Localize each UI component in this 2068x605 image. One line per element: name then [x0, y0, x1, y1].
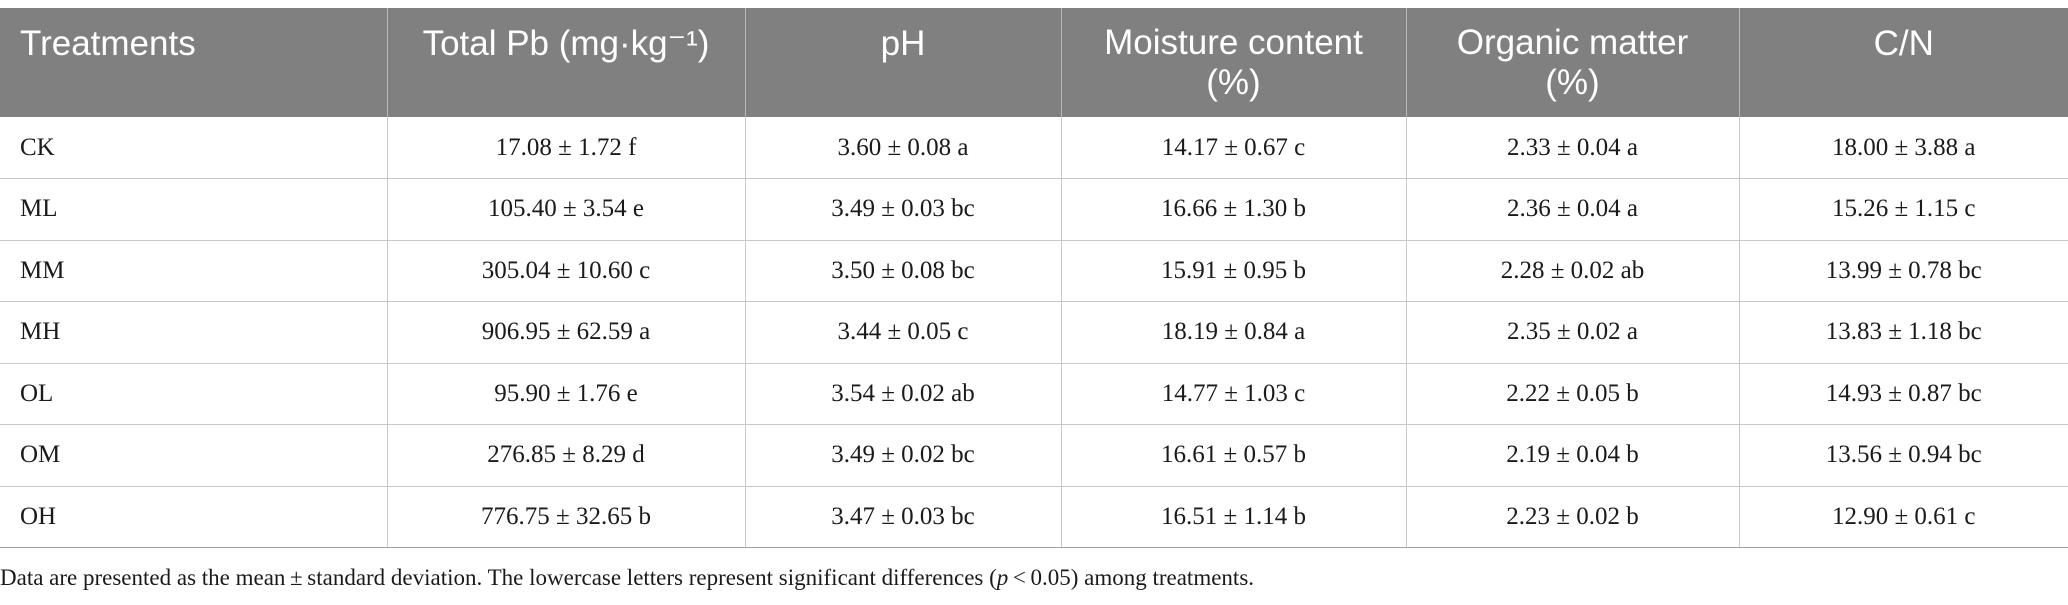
cell-moisture: 16.61 ± 0.57 b	[1060, 424, 1406, 487]
cell-moisture: 14.77 ± 1.03 c	[1060, 363, 1406, 425]
cell-moisture: 14.17 ± 0.67 c	[1060, 117, 1406, 179]
header-total-pb: Total Pb (mg·kg⁻¹)	[386, 8, 745, 117]
cell-organic: 2.33 ± 0.04 a	[1405, 117, 1739, 179]
cell-total-pb: 305.04 ± 10.60 c	[386, 240, 745, 302]
cell-cn: 15.26 ± 1.15 c	[1738, 178, 2068, 241]
cell-treatment: MM	[0, 240, 387, 302]
data-table: Treatments Total Pb (mg·kg⁻¹) pH Moistur…	[0, 8, 2068, 548]
cell-treatment: ML	[0, 178, 387, 241]
cell-treatment: OM	[0, 424, 387, 487]
cell-total-pb: 17.08 ± 1.72 f	[386, 117, 745, 179]
cell-organic: 2.22 ± 0.05 b	[1405, 363, 1739, 425]
table-row: CK 17.08 ± 1.72 f 3.60 ± 0.08 a 14.17 ± …	[0, 117, 2068, 179]
header-organic-line-2: (%)	[1545, 62, 1600, 102]
table-row: ML 105.40 ± 3.54 e 3.49 ± 0.03 bc 16.66 …	[0, 178, 2068, 241]
cell-cn: 13.99 ± 0.78 bc	[1738, 240, 2068, 302]
cell-treatment: OH	[0, 486, 387, 548]
table-footnote: Data are presented as the mean ± standar…	[0, 565, 1254, 591]
cell-total-pb: 906.95 ± 62.59 a	[386, 301, 745, 364]
cell-organic: 2.35 ± 0.02 a	[1405, 301, 1739, 364]
table-row: MM 305.04 ± 10.60 c 3.50 ± 0.08 bc 15.91…	[0, 240, 2068, 302]
table-row: MH 906.95 ± 62.59 a 3.44 ± 0.05 c 18.19 …	[0, 301, 2068, 364]
header-moisture-line-1: Moisture content	[1104, 22, 1363, 62]
header-moisture-line-2: (%)	[1206, 62, 1261, 102]
header-organic-line-1: Organic matter	[1456, 22, 1689, 62]
cell-organic: 2.36 ± 0.04 a	[1405, 178, 1739, 241]
header-ph: pH	[744, 8, 1061, 117]
cell-moisture: 16.51 ± 1.14 b	[1060, 486, 1406, 548]
cell-moisture: 18.19 ± 0.84 a	[1060, 301, 1406, 364]
footnote-text-start: Data are presented as the mean ± standar…	[0, 565, 997, 590]
cell-total-pb: 95.90 ± 1.76 e	[386, 363, 745, 425]
cell-organic: 2.23 ± 0.02 b	[1405, 486, 1739, 548]
cell-total-pb: 776.75 ± 32.65 b	[386, 486, 745, 548]
cell-cn: 13.83 ± 1.18 bc	[1738, 301, 2068, 364]
table-row: OM 276.85 ± 8.29 d 3.49 ± 0.02 bc 16.61 …	[0, 424, 2068, 487]
cell-cn: 13.56 ± 0.94 bc	[1738, 424, 2068, 487]
header-organic-matter: Organic matter (%)	[1405, 8, 1739, 117]
cell-treatment: MH	[0, 301, 387, 364]
cell-ph: 3.50 ± 0.08 bc	[744, 240, 1061, 302]
cell-cn: 14.93 ± 0.87 bc	[1738, 363, 2068, 425]
cell-moisture: 16.66 ± 1.30 b	[1060, 178, 1406, 241]
table-header-row: Treatments Total Pb (mg·kg⁻¹) pH Moistur…	[0, 8, 2068, 117]
cell-ph: 3.44 ± 0.05 c	[744, 301, 1061, 364]
cell-cn: 12.90 ± 0.61 c	[1738, 486, 2068, 548]
cell-total-pb: 105.40 ± 3.54 e	[386, 178, 745, 241]
cell-cn: 18.00 ± 3.88 a	[1738, 117, 2068, 179]
cell-ph: 3.49 ± 0.03 bc	[744, 178, 1061, 241]
cell-moisture: 15.91 ± 0.95 b	[1060, 240, 1406, 302]
cell-treatment: OL	[0, 363, 387, 425]
header-treatments: Treatments	[0, 8, 387, 117]
cell-total-pb: 276.85 ± 8.29 d	[386, 424, 745, 487]
footnote-text-end: < 0.05) among treatments.	[1008, 565, 1255, 590]
cell-ph: 3.49 ± 0.02 bc	[744, 424, 1061, 487]
cell-treatment: CK	[0, 117, 387, 179]
header-moisture-content: Moisture content (%)	[1060, 8, 1406, 117]
cell-organic: 2.19 ± 0.04 b	[1405, 424, 1739, 487]
cell-ph: 3.54 ± 0.02 ab	[744, 363, 1061, 425]
table-row: OL 95.90 ± 1.76 e 3.54 ± 0.02 ab 14.77 ±…	[0, 363, 2068, 425]
header-cn: C/N	[1738, 8, 2068, 117]
data-table-container: Treatments Total Pb (mg·kg⁻¹) pH Moistur…	[0, 8, 2068, 548]
footnote-p-symbol: p	[996, 565, 1009, 590]
table-row: OH 776.75 ± 32.65 b 3.47 ± 0.03 bc 16.51…	[0, 486, 2068, 548]
cell-organic: 2.28 ± 0.02 ab	[1405, 240, 1739, 302]
cell-ph: 3.47 ± 0.03 bc	[744, 486, 1061, 548]
cell-ph: 3.60 ± 0.08 a	[744, 117, 1061, 179]
